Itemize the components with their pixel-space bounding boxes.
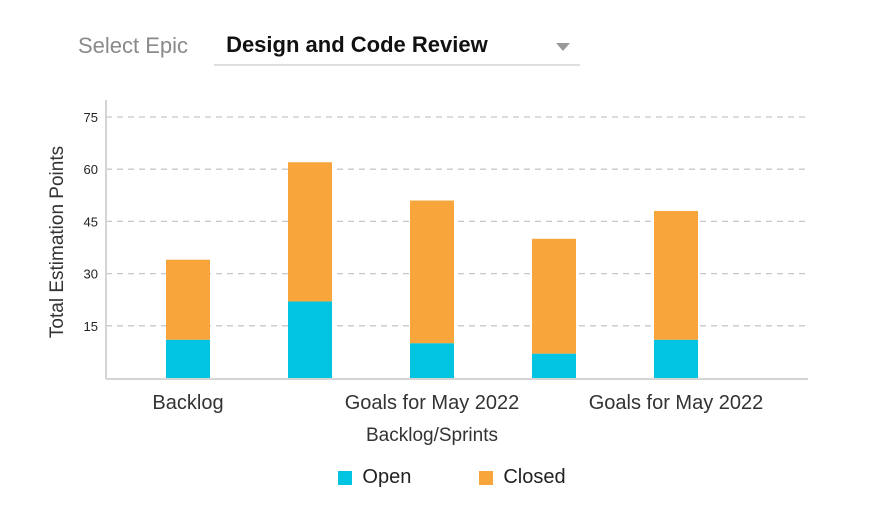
- bar-closed-4[interactable]: [532, 238, 576, 354]
- bar-closed-3[interactable]: [410, 200, 454, 344]
- bar-open-4[interactable]: [532, 353, 576, 378]
- y-tick-label: 60: [84, 162, 98, 177]
- stacked-bar-chart: 15 30 45 60 75 Backlog Goals for May 2022 Goals…: [47, 100, 808, 446]
- y-tick-label: 45: [84, 214, 98, 229]
- bar-open-3[interactable]: [410, 343, 454, 378]
- epic-dropdown[interactable]: Design and Code Review: [214, 26, 581, 66]
- axes: 15 30 45 60 75 Backlog Goals for May 2022 Goals…: [84, 100, 808, 414]
- epic-selector: Select Epic Design and Code Review: [78, 26, 581, 66]
- legend-label-closed: Closed: [503, 466, 566, 488]
- x-category-label: Goals for May 2022: [345, 392, 520, 414]
- x-category-label: Backlog: [152, 392, 223, 414]
- x-category-label: Goals for May 2022: [589, 392, 764, 414]
- legend-label-open: Open: [362, 466, 412, 488]
- y-tick-label: 30: [84, 267, 98, 282]
- x-axis-title: Backlog/Sprints: [366, 425, 498, 446]
- legend-item-open[interactable]: Open: [326, 466, 411, 489]
- bar-closed-5[interactable]: [654, 210, 698, 340]
- legend-swatch-closed: [479, 470, 494, 485]
- legend-swatch-open: [338, 470, 353, 485]
- grid-lines: [106, 116, 808, 327]
- chevron-down-icon: [556, 43, 571, 51]
- epic-dropdown-value: Design and Code Review: [226, 32, 488, 57]
- y-tick-label: 15: [84, 319, 98, 334]
- y-axis-title: Total Estimation Points: [47, 146, 68, 338]
- bar-open-5[interactable]: [654, 339, 698, 378]
- bar-open-1[interactable]: [166, 339, 210, 378]
- y-tick-label: 75: [84, 110, 98, 125]
- bar-open-2[interactable]: [288, 301, 332, 378]
- bar-closed-2[interactable]: [288, 162, 332, 302]
- legend-item-closed[interactable]: Closed: [467, 466, 566, 489]
- select-epic-label: Select Epic: [78, 33, 189, 58]
- chart-legend: Open Closed: [0, 466, 892, 489]
- bar-closed-1[interactable]: [166, 259, 210, 340]
- bars: [166, 162, 698, 378]
